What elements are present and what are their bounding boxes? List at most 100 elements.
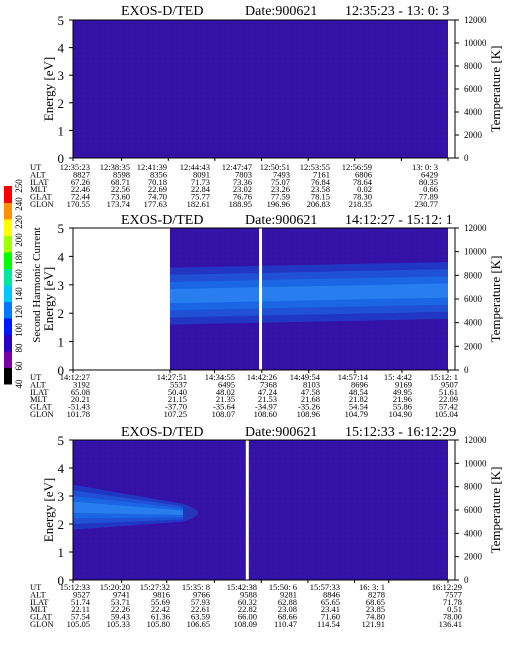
y2-tick-label: 8000: [464, 61, 483, 71]
orbit-table-cell: 78.64: [353, 177, 373, 187]
orbit-table-cell: 22.61: [191, 604, 210, 614]
orbit-row-label: GLAT: [30, 612, 53, 622]
colorbar-tick-label: 220: [14, 215, 24, 229]
orbit-table-cell: 78.00: [443, 612, 462, 622]
orbit-table-cell: 12:53:55: [300, 162, 330, 172]
orbit-table-cell: 9741: [113, 589, 130, 599]
colorbar-segment: [4, 219, 12, 236]
orbit-table-cell: 21.96: [393, 394, 412, 404]
orbit-table-cell: 105.33: [107, 619, 130, 629]
y2-tick-label: 4000: [464, 318, 483, 328]
y2-tick-label: 4000: [464, 107, 483, 117]
orbit-table-cell: 73.36: [233, 177, 252, 187]
orbit-table-cell: 12:56:59: [342, 162, 372, 172]
orbit-table-cell: 77.59: [271, 192, 290, 202]
orbit-table-cell: 105.05: [67, 619, 90, 629]
y-tick-label: 1: [58, 123, 65, 138]
y-tick-label: 5: [58, 433, 65, 448]
orbit-row-label: GLAT: [30, 402, 53, 412]
orbit-table-cell: 55.86: [393, 402, 412, 412]
orbit-table-cell: 22.26: [111, 604, 130, 614]
orbit-table-cell: 15:12: 1: [430, 372, 458, 382]
orbit-table-cell: 107.25: [164, 409, 187, 419]
orbit-table-cell: 57.93: [191, 597, 210, 607]
orbit-table-cell: 22.84: [191, 184, 211, 194]
orbit-table-cell: 23.26: [271, 184, 290, 194]
y-tick-label: 3: [58, 489, 65, 504]
colorbar-tick-label: 140: [14, 287, 24, 301]
orbit-table-cell: 75.07: [271, 177, 290, 187]
colorbar-segment: [4, 268, 12, 286]
orbit-table: UTALTILATMLTGLATGLON12:35:23882767.2622.…: [30, 162, 438, 209]
orbit-table-cell: 71.78: [443, 597, 462, 607]
y2-tick-label: 10000: [464, 247, 487, 257]
orbit-table-cell: 48.02: [216, 387, 235, 397]
orbit-table-cell: 68.71: [111, 177, 130, 187]
chart-title: EXOS-D/TED: [121, 213, 203, 228]
orbit-row-label: UT: [30, 162, 42, 172]
orbit-table-cell: 15:27:32: [140, 582, 170, 592]
chart-title: EXOS-D/TED: [121, 425, 203, 440]
orbit-table-cell: 49.95: [393, 387, 412, 397]
orbit-table-cell: 7161: [313, 169, 330, 179]
orbit-table-cell: 9816: [153, 589, 170, 599]
y-tick-label: 0: [58, 363, 65, 378]
orbit-table-cell: 108.60: [254, 409, 277, 419]
y-tick-label: 1: [58, 335, 65, 350]
orbit-table-cell: 47.24: [258, 387, 278, 397]
y2-axis-label: Temperature [K]: [488, 46, 503, 133]
orbit-table-cell: 8278: [368, 589, 385, 599]
orbit-table-cell: 15:50: 6: [269, 582, 297, 592]
orbit-table-cell: 22.56: [111, 184, 130, 194]
colorbar-tick-label: 160: [14, 269, 24, 283]
orbit-table-cell: 15:42:38: [227, 582, 257, 592]
colorbar-label: Second Harmonic Current: [31, 227, 43, 342]
orbit-table-cell: 6806: [355, 169, 372, 179]
orbit-table-cell: 188.95: [229, 199, 252, 209]
orbit-table-cell: 101.78: [67, 409, 90, 419]
orbit-table-cell: 6429: [421, 169, 438, 179]
orbit-table-cell: 0.51: [447, 604, 462, 614]
y2-tick-label: 4000: [464, 528, 483, 538]
y-tick-label: 0: [58, 151, 65, 166]
colorbar-tick-label: 100: [14, 323, 24, 337]
orbit-table-cell: 196.96: [267, 199, 290, 209]
colorbar-tick-label: 250: [14, 179, 24, 193]
colorbar-segment: [4, 367, 12, 385]
orbit-table-cell: 14:27:51: [157, 372, 187, 382]
data-gap-1: [73, 227, 170, 370]
chart-time-range: 14:12:27 - 15:12: 1: [345, 213, 453, 228]
colorbar-tick-label: 240: [14, 197, 24, 211]
orbit-table-cell: 55.69: [151, 597, 170, 607]
y2-axis-label: Temperature [K]: [488, 467, 503, 554]
orbit-table-cell: 182.61: [187, 199, 210, 209]
y2-tick-label: 10000: [464, 38, 487, 48]
colorbar-segment: [4, 334, 12, 352]
energy-band-layer-4: [169, 283, 448, 304]
orbit-table-cell: 51.61: [439, 387, 458, 397]
colorbar-tick-label: 80: [14, 343, 24, 353]
orbit-table-cell: 68.66: [278, 612, 297, 622]
orbit-table-cell: 12:50:51: [260, 162, 290, 172]
orbit-table-cell: 106.65: [187, 619, 210, 629]
orbit-table-cell: 8846: [323, 589, 340, 599]
orbit-table-cell: 60.32: [238, 597, 257, 607]
orbit-table-cell: 22.69: [148, 184, 167, 194]
orbit-table-cell: 65.08: [71, 387, 90, 397]
y-tick-label: 4: [58, 461, 65, 476]
orbit-table-cell: 23.58: [311, 184, 330, 194]
orbit-table-cell: 7577: [445, 589, 462, 599]
y-tick-label: 4: [58, 41, 65, 56]
orbit-table-cell: 80.35: [419, 177, 438, 187]
y2-tick-label: 8000: [464, 482, 483, 492]
orbit-row-label: UT: [30, 582, 42, 592]
colorbar-segment: [4, 301, 12, 319]
orbit-row-label: UT: [30, 372, 42, 382]
orbit-row-label: ALT: [30, 379, 47, 389]
orbit-table-cell: 23.41: [321, 604, 340, 614]
orbit-table-cell: 62.88: [278, 597, 297, 607]
orbit-table-cell: 8103: [303, 379, 320, 389]
data-gap-3: [448, 227, 451, 370]
orbit-table-cell: 14:12:27: [60, 372, 90, 382]
